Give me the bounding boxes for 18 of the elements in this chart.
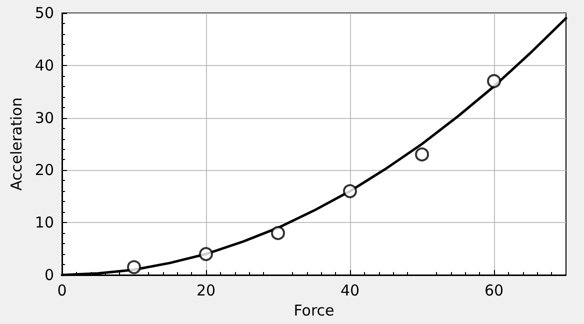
point [199,247,213,262]
point [343,184,357,198]
point [415,147,429,162]
x-tick-label: 0 [57,282,67,300]
y-tick-label: 30 [34,108,54,127]
point [127,260,141,274]
x-tick-label: 60 [484,282,504,300]
x-tick-label: 40 [340,282,360,300]
y-axis-title: Acceleration [8,97,26,191]
x-tick-label: 20 [196,282,216,300]
x-axis-title: Force [294,301,334,320]
y-tick-label: 0 [44,266,54,284]
point [271,226,285,240]
y-tick-label: 20 [34,161,54,180]
y-tick-label: 10 [34,214,54,232]
y-tick-label: 40 [34,56,54,74]
y-tick-label: 50 [34,4,54,22]
point [487,74,501,88]
